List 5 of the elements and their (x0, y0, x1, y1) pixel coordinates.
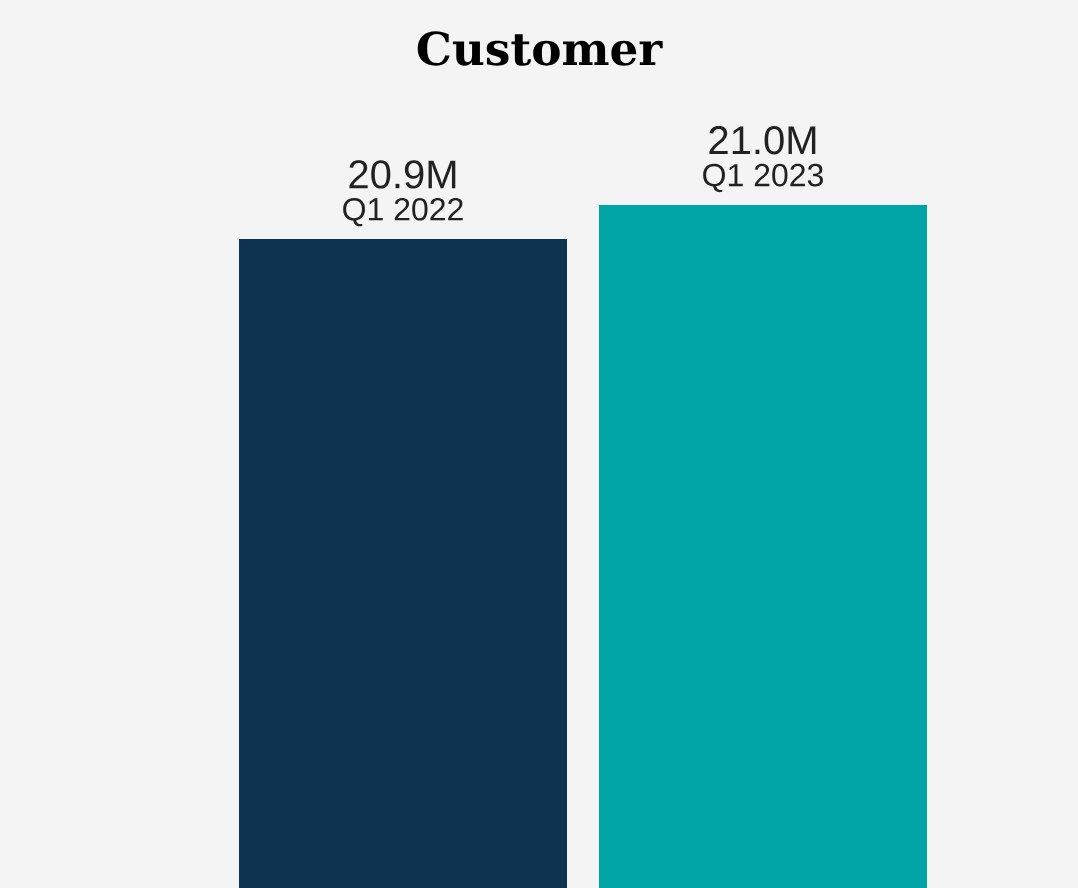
x-tick-label: Q1 2022 (343, 197, 463, 227)
data-label: 20.9M (349, 160, 456, 189)
x-tick-label: Q1 2023 (703, 163, 823, 193)
text: Customer (417, 31, 663, 66)
data-label: 21.0M (709, 126, 816, 155)
